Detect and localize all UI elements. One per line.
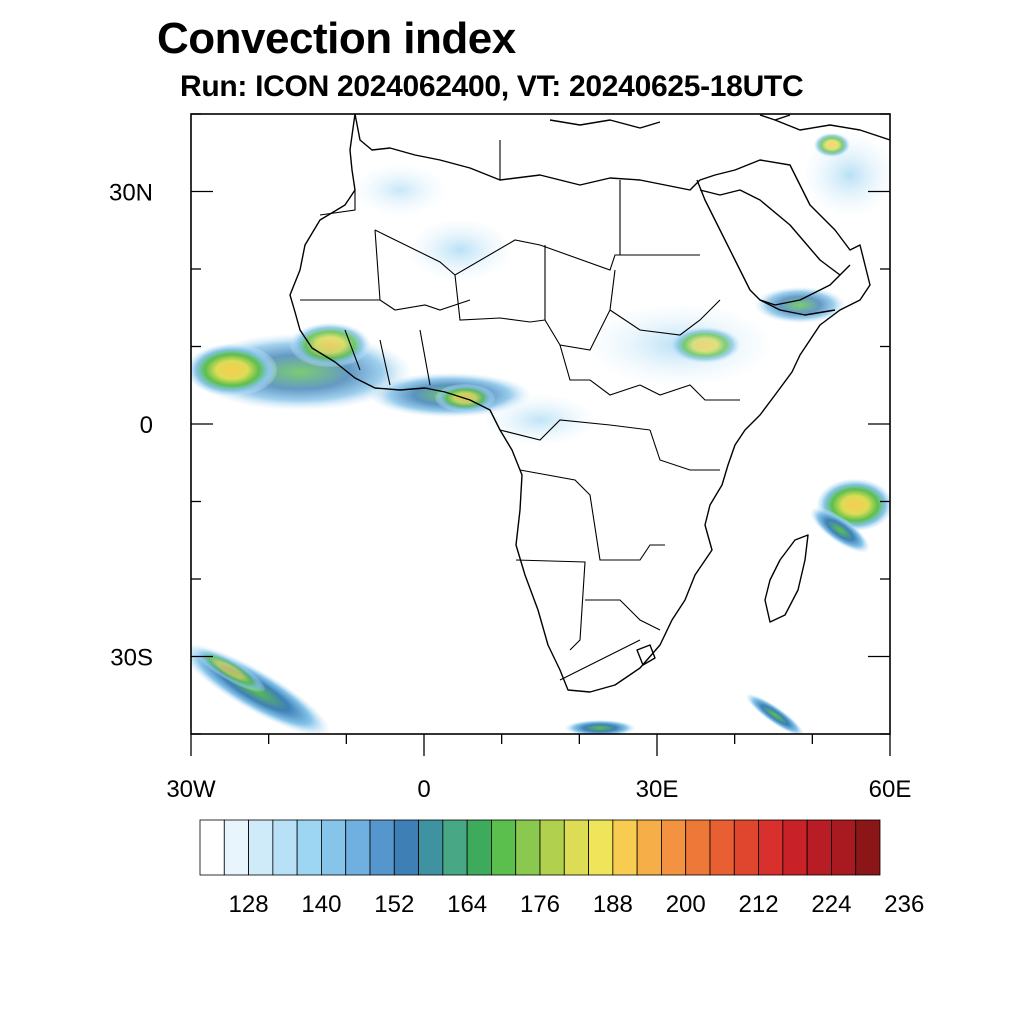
country-borders (300, 140, 740, 681)
colorbar-box (393, 819, 419, 876)
colorbar-box (272, 819, 298, 876)
colorbar-box (758, 819, 784, 876)
map-title: Convection index (157, 14, 516, 63)
colorbar-tick-label: 176 (520, 891, 560, 918)
colorbar-box (199, 819, 225, 876)
colorbar-box (636, 819, 662, 876)
colorbar-box (685, 819, 711, 876)
lon-label: 0 (417, 776, 430, 803)
lat-label: 30S (110, 645, 153, 672)
axis-labels: 30N 0 30S 30W 0 30E 60E (109, 180, 911, 804)
colorbar-box (418, 819, 444, 876)
colorbar-tick-label: 152 (374, 891, 414, 918)
colorbar-tick-label: 224 (811, 891, 851, 918)
lon-label: 30W (166, 776, 216, 803)
colorbar-box (515, 819, 541, 876)
colorbar-box (612, 819, 638, 876)
colorbar-box (831, 819, 857, 876)
lat-label: 0 (140, 412, 153, 439)
colorbar-box (442, 819, 468, 876)
colorbar-box (733, 819, 759, 876)
map-subtitle: Run: ICON 2024062400, VT: 20240625-18UTC (180, 70, 804, 103)
colorbar-box (563, 819, 589, 876)
colorbar-tick-label: 212 (739, 891, 779, 918)
colorbar-box (223, 819, 249, 876)
colorbar-box (248, 819, 274, 876)
lon-label: 30E (636, 776, 679, 803)
colorbar-box (855, 819, 881, 876)
colorbar-tick-label: 128 (229, 891, 269, 918)
colorbar-box (296, 819, 322, 876)
colorbar-box (491, 819, 517, 876)
colorbar-tick-label: 200 (666, 891, 706, 918)
axis-ticks (190, 113, 891, 756)
colorbar-box (321, 819, 347, 876)
colorbar (199, 819, 881, 876)
convection-field (191, 133, 890, 734)
lat-label: 30N (109, 180, 153, 207)
colorbar-box (588, 819, 614, 876)
colorbar-tick-label: 140 (301, 891, 341, 918)
colorbar-tick-label: 164 (447, 891, 487, 918)
colorbar-box (806, 819, 832, 876)
lon-label: 60E (869, 776, 912, 803)
colorbar-box (345, 819, 371, 876)
coastlines (289, 114, 890, 693)
colorbar-box (709, 819, 735, 876)
colorbar-box (782, 819, 808, 876)
colorbar-box (539, 819, 565, 876)
colorbar-box (661, 819, 687, 876)
colorbar-box (466, 819, 492, 876)
colorbar-tick-label: 188 (593, 891, 633, 918)
colorbar-tick-label: 236 (884, 891, 924, 918)
colorbar-labels: 128 140 152 164 176 188 200 212 224 236 (229, 891, 925, 918)
colorbar-box (369, 819, 395, 876)
